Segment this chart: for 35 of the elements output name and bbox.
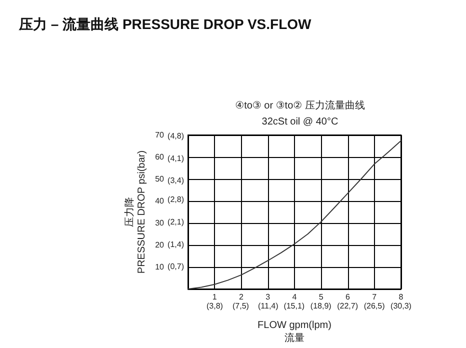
x-tick-label: 3 bbox=[266, 292, 271, 302]
y-tick-label: 60 bbox=[155, 152, 165, 162]
y2-tick-label: (0,7) bbox=[168, 262, 184, 272]
x2-tick-label: (7,5) bbox=[232, 302, 250, 310]
x2-tick-label: (18,9) bbox=[310, 302, 332, 310]
y2-tick-label: (4,8) bbox=[168, 131, 184, 140]
x2-tick-label: (15,1) bbox=[284, 302, 305, 310]
x-axis-title: FLOW gpm(lpm) 流量 bbox=[258, 320, 332, 344]
chart-subtitle: ④to③ or ③to② 压力流量曲线 bbox=[235, 100, 365, 112]
x2-tick-label: (30,3) bbox=[390, 302, 412, 310]
y2-tick-label: (2,1) bbox=[168, 218, 184, 227]
y-axis-title: 压力降 PRESSURE DROP psi(bar) bbox=[124, 150, 148, 274]
x2-tick-label: (22,7) bbox=[337, 302, 358, 310]
x2-tick-label: (11,4) bbox=[258, 302, 279, 310]
y2-tick-label: (4,1) bbox=[168, 154, 184, 163]
y-tick-label: 30 bbox=[155, 218, 165, 228]
x-tick-label: 5 bbox=[318, 292, 324, 302]
x-tick-label: 8 bbox=[398, 292, 404, 302]
y-tick-label: 50 bbox=[155, 174, 165, 184]
text: 32cSt oil @ 40°C bbox=[262, 116, 338, 128]
y-tick-label: 70 bbox=[155, 130, 165, 140]
y-tick-label: 10 bbox=[155, 262, 165, 272]
x-tick-label: 4 bbox=[292, 292, 298, 302]
chart-title: 压力 – 流量曲线 PRESSURE DROP VS.FLOW bbox=[18, 16, 312, 32]
y2-tick-label: (1,4) bbox=[168, 240, 184, 249]
y2-tick-label: (2,8) bbox=[168, 195, 184, 204]
x-tick-label: 7 bbox=[372, 292, 378, 302]
x2-tick-label: (26,5) bbox=[364, 302, 386, 310]
y2-tick-label: (3,4) bbox=[168, 176, 184, 186]
x2-tick-label: (3,8) bbox=[206, 302, 224, 310]
x-tick-label: 1 bbox=[212, 292, 218, 302]
y-tick-label: 20 bbox=[155, 240, 165, 250]
x-tick-label: 2 bbox=[239, 292, 244, 302]
x-tick-label: 6 bbox=[346, 292, 351, 302]
y-tick-label: 40 bbox=[155, 196, 165, 206]
